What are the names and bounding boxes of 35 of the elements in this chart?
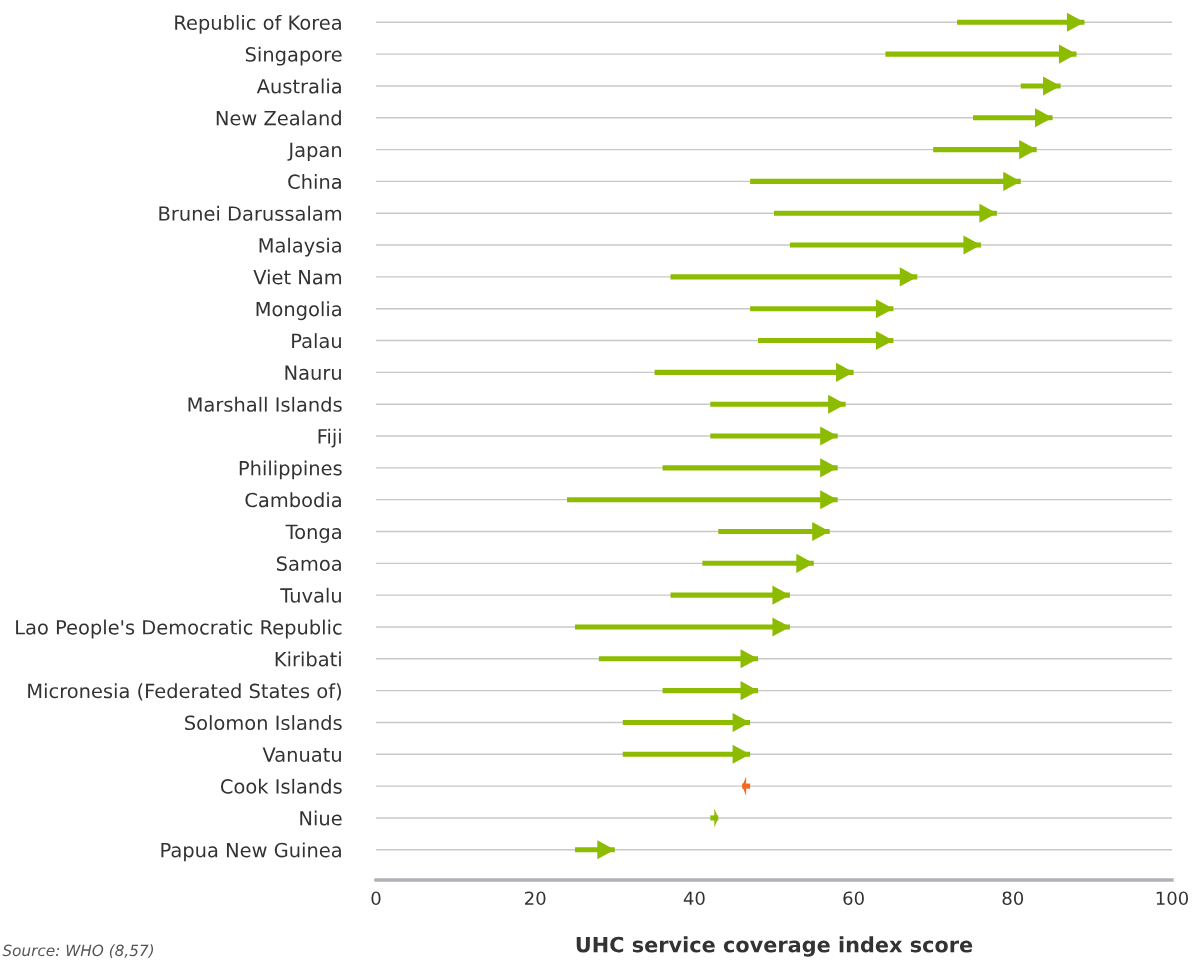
y-tick-label: Cook Islands [220,778,342,794]
y-tick-label: Tuvalu [280,587,341,603]
y-tick-label: Lao People's Democratic Republic [16,619,342,639]
y-tick-label: Japan [287,142,342,162]
y-tick-label: Niue [300,810,342,826]
y-tick-label: Cambodia [245,492,341,508]
x-tick-label: 100 [1156,891,1189,906]
y-tick-label: Marshall Islands [188,396,342,412]
y-tick-label: Singapore [245,46,342,66]
y-tick-label: Samoa [276,556,341,571]
y-tick-label: Viet Nam [253,269,342,285]
y-tick-label: Mongolia [256,301,341,321]
y-tick-label: Republic of Korea [175,14,341,34]
y-tick-label: Philippines [239,460,342,480]
x-tick-label: 20 [525,891,546,906]
y-tick-label: Tonga [285,524,341,543]
y-tick-label: Kiribati [275,651,341,667]
y-tick-label: Brunei Darussalam [159,205,342,221]
x-tick-label: 80 [1002,891,1024,906]
y-tick-label: Solomon Islands [185,715,342,731]
y-tick-label: Micronesia (Federated States of) [28,683,341,701]
y-tick-label: Malaysia [259,237,341,257]
y-tick-label: Papua New Guinea [161,842,341,862]
x-tick-label: 0 [371,891,381,906]
y-tick-label: Fiji [318,428,341,448]
y-tick-label: Vanuatu [262,747,341,762]
y-tick-label: Palau [292,333,341,349]
y-tick-label: Australia [256,78,341,94]
source-note: Source: WHO (8,57) [2,944,154,958]
y-tick-label: Nauru [285,365,341,381]
y-tick-label: China [288,174,341,190]
x-tick-label: 40 [683,891,705,906]
x-axis-title: UHC service coverage index score [576,936,973,957]
y-tick-label: New Zealand [216,110,341,126]
x-tick-label: 60 [843,891,864,906]
